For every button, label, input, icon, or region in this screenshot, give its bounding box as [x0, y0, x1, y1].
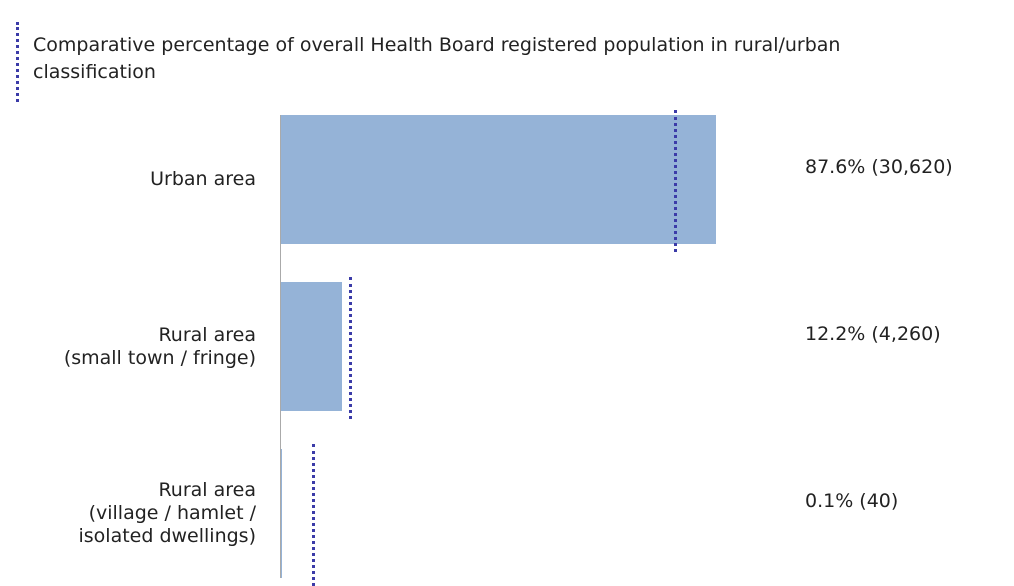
category-label: Urban area [6, 168, 256, 191]
legend-marker [16, 22, 19, 102]
comparison-marker [349, 277, 352, 419]
legend-text: Comparative percentage of overall Health… [33, 32, 913, 86]
value-label: 0.1% (40) [805, 490, 898, 513]
bar [281, 115, 716, 244]
comparison-marker [674, 110, 677, 252]
bar [281, 282, 342, 411]
value-label: 87.6% (30,620) [805, 156, 953, 179]
comparison-marker [312, 444, 315, 586]
value-label: 12.2% (4,260) [805, 323, 941, 346]
category-label: Rural area (small town / fringe) [6, 324, 256, 370]
category-label: Rural area (village / hamlet / isolated … [6, 479, 256, 548]
